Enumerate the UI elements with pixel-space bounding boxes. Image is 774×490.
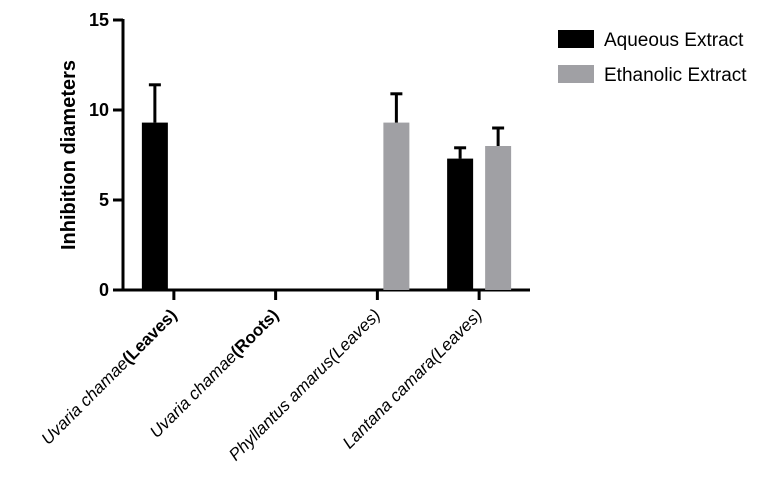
- y-tick-label: 15: [89, 10, 109, 30]
- y-tick-label: 0: [99, 280, 109, 300]
- legend: Aqueous Extract Ethanolic Extract: [558, 30, 747, 86]
- y-axis-label: Inhibition diameters: [58, 60, 80, 250]
- bars: [141, 122, 512, 290]
- bar: [383, 122, 410, 290]
- legend-label: Aqueous Extract: [604, 30, 744, 51]
- bar: [447, 158, 474, 290]
- y-tick-label: 5: [99, 190, 109, 210]
- x-axis: Uvaria chamae(Leaves)Uvaria chamae(Roots…: [38, 288, 530, 464]
- error-bars: [148, 83, 505, 159]
- bar: [141, 122, 168, 290]
- y-tick-label: 10: [89, 100, 109, 120]
- legend-label: Ethanolic Extract: [604, 65, 747, 86]
- legend-swatch: [558, 30, 594, 48]
- y-axis: 0 5 10 15: [89, 10, 125, 300]
- bar: [485, 146, 512, 290]
- legend-swatch: [558, 65, 594, 83]
